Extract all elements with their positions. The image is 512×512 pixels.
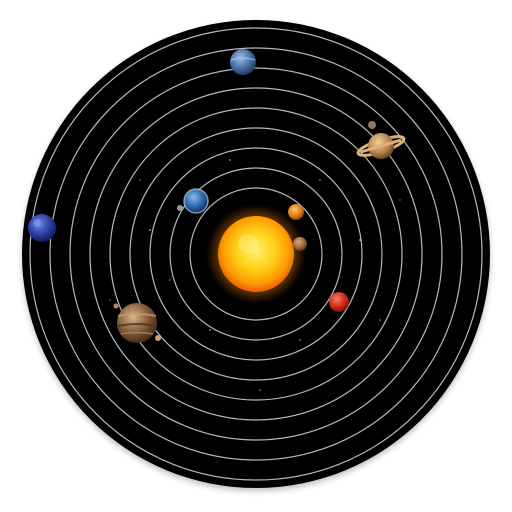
stars [109, 159, 401, 391]
planet-venus [288, 204, 304, 220]
planet-mercury [293, 237, 307, 251]
planet-uranus [230, 49, 256, 75]
moon [177, 205, 183, 211]
orbit-rings [29, 27, 483, 481]
planet-saturn [356, 121, 406, 159]
planet-neptune [28, 214, 56, 242]
planet-jupiter [113, 303, 161, 343]
planet-earth [177, 188, 209, 214]
sun [206, 204, 306, 304]
planet-mars [329, 292, 349, 312]
